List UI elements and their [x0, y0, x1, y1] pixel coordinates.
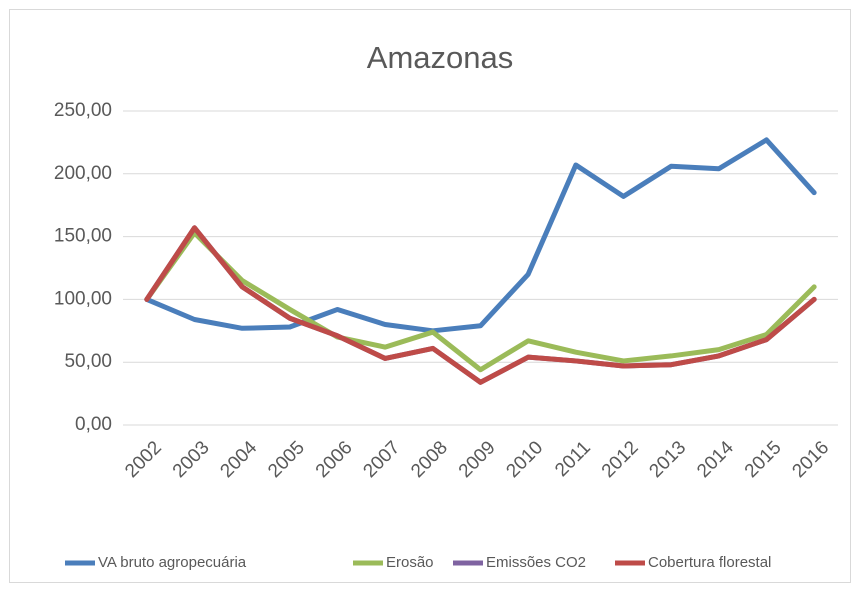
- chart-border: [9, 9, 851, 583]
- legend-label: Erosão: [386, 554, 434, 571]
- chart-title: Amazonas: [367, 40, 513, 75]
- legend-label: Emissões CO2: [486, 554, 586, 571]
- y-tick-label: 150,00: [54, 226, 112, 247]
- y-tick-label: 0,00: [75, 414, 112, 435]
- legend-label: VA bruto agropecuária: [98, 554, 247, 571]
- y-tick-label: 100,00: [54, 288, 112, 309]
- y-tick-label: 250,00: [54, 100, 112, 121]
- series-line: [144, 225, 817, 385]
- series-line: [144, 137, 817, 334]
- series-line: [144, 230, 817, 373]
- y-tick-label: 50,00: [64, 351, 112, 372]
- y-tick-label: 200,00: [54, 163, 112, 184]
- legend-label: Cobertura florestal: [648, 554, 771, 571]
